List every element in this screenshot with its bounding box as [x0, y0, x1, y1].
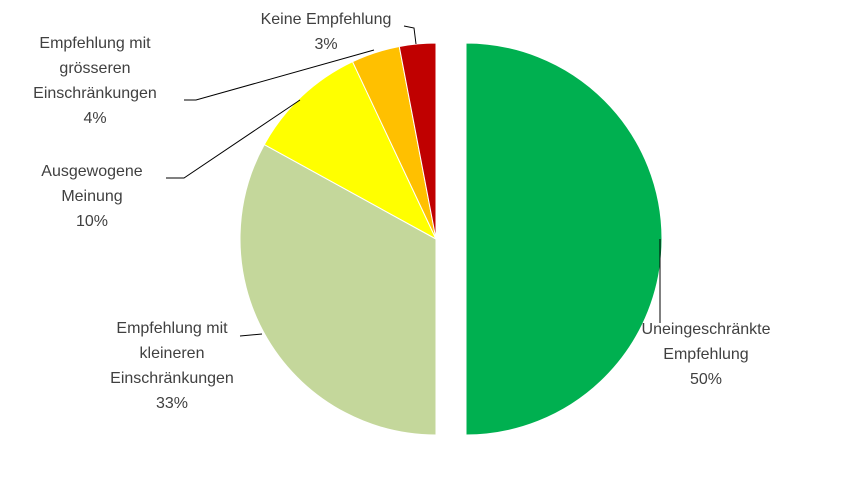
slice-label-line: grösseren [59, 60, 130, 77]
slice-label-line: Meinung [61, 188, 122, 205]
pie-slices [239, 42, 663, 436]
slice-label-3: Ausgewogene Meinung 10% [41, 163, 143, 230]
slice-label-5: Keine Empfehlung 3% [261, 11, 392, 53]
leader-line-3 [166, 99, 301, 179]
slice-labels: Uneingeschränkte Empfehlung 50% Empfehlung … [33, 11, 770, 412]
slice-label-line: 50% [690, 371, 722, 388]
leader-lines [166, 25, 661, 337]
slice-label-line: Empfehlung [663, 346, 748, 363]
pie-slice-1 [465, 42, 663, 436]
slice-label-line: Uneingeschränkte [642, 321, 771, 338]
slice-label-line: Empfehlung mit [116, 320, 228, 337]
slice-label-2: Empfehlung mit kleineren Einschränkungen 33… [110, 320, 234, 412]
slice-label-line: 3% [314, 36, 337, 53]
pie-slice-5 [398, 42, 437, 240]
pie-slice-2 [239, 143, 437, 436]
slice-label-line: Einschränkungen [33, 85, 157, 102]
slice-label-line: 4% [83, 110, 106, 127]
leader-line-4 [184, 49, 375, 101]
leader-line-5 [403, 25, 417, 45]
slice-label-line: Einschränkungen [110, 370, 234, 387]
slice-label-line: 33% [156, 395, 188, 412]
slice-label-line: Ausgewogene [41, 163, 143, 180]
slice-label-4: Empfehlung mit grösseren Einschränkungen 4% [33, 35, 157, 127]
leader-line-2 [239, 333, 263, 337]
slice-label-line: 10% [76, 213, 108, 230]
slice-label-line: Keine Empfehlung [261, 11, 392, 28]
slice-label-1: Uneingeschränkte Empfehlung 50% [642, 321, 771, 388]
slice-label-line: Empfehlung mit [39, 35, 151, 52]
slice-label-line: kleineren [140, 345, 205, 362]
pie-slice-3 [263, 60, 438, 241]
